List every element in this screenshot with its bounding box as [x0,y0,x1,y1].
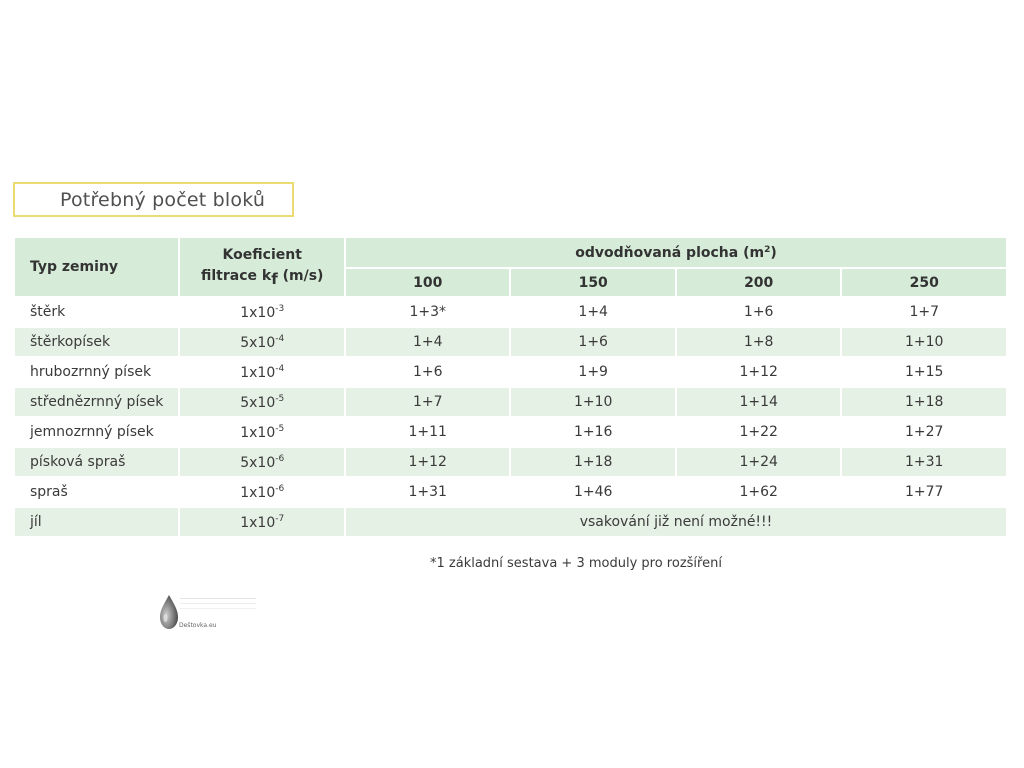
footnote: *1 základní sestava + 3 moduly pro rozší… [430,556,722,571]
kf-base: 1x10 [240,424,276,441]
kf-exp: -4 [275,363,285,374]
cell-value: 1+77 [904,484,944,500]
cell-value: 1+11 [408,424,447,440]
header-kf: Koeficient filtrace kf (m/s) [180,238,344,296]
header-soil-type: Typ zeminy [15,238,179,296]
cell-soil: jíl [15,508,179,536]
kf-base: 5x10 [240,334,276,351]
cell-value: 1+10 [511,388,675,416]
table-row: písková spraš 5x10-6 1+12 1+18 1+24 1+31 [15,448,1006,476]
kf-base: 1x10 [240,304,276,321]
cell-soil: hrubozrnný písek [30,364,152,380]
kf-exp: -6 [275,453,285,464]
cell-soil: štěrkopísek [15,328,179,356]
cell-soil: štěrk [30,304,66,320]
cell-value: 1+6 [511,328,675,356]
cell-merged-note: vsakování již není možné!!! [345,508,1006,536]
cell-value: 1+18 [842,388,1006,416]
header-area-col: 200 [676,269,841,296]
cell-value: 1+6 [412,364,443,380]
header-area-col: 100 [345,269,510,296]
header-area-label: odvodňovaná plocha (m [575,244,765,261]
cell-value: 1+4 [345,328,510,356]
header-kf-sub: f [271,269,278,288]
cell-value: 1+31 [842,448,1006,476]
blocks-table: Typ zeminy Koeficient filtrace kf (m/s) … [13,236,1008,538]
cell-value: 1+24 [676,448,841,476]
cell-kf: 1x10-6 [180,478,343,506]
cell-kf: 5x10-6 [180,448,344,476]
table-row: hrubozrnný písek 1x10-4 1+6 1+9 1+12 1+1… [15,358,1006,386]
cell-value: 1+6 [743,304,774,320]
kf-exp: -3 [275,303,285,314]
cell-value: 1+3* [409,304,446,320]
cell-value: 1+10 [842,328,1006,356]
kf-exp: -5 [275,393,285,404]
kf-base: 5x10 [240,454,276,471]
cell-value: 1+7 [345,388,510,416]
header-kf-line2: filtrace k [201,267,272,284]
section-title-box: Potřebný počet bloků [13,182,294,217]
cell-soil: písková spraš [15,448,179,476]
kf-base: 1x10 [240,364,276,381]
table-row: střednězrnný písek 5x10-5 1+7 1+10 1+14 … [15,388,1006,416]
header-area-col: 150 [511,269,675,296]
section-title: Potřebný počet bloků [60,189,266,211]
cell-soil: střednězrnný písek [15,388,179,416]
table-row: štěrk 1x10-3 1+3* 1+4 1+6 1+7 [15,298,1006,326]
kf-exp: -6 [275,483,285,494]
cell-value: 1+12 [345,448,510,476]
kf-base: 1x10 [240,514,276,531]
cell-value: 1+27 [904,424,944,440]
kf-base: 1x10 [240,484,276,501]
cell-soil: jemnozrnný písek [30,424,154,440]
cell-value: 1+16 [573,424,613,440]
cell-value: 1+9 [578,364,608,380]
water-drop-icon [160,595,178,629]
cell-value: 1+8 [676,328,841,356]
table-row: štěrkopísek 5x10-4 1+4 1+6 1+8 1+10 [15,328,1006,356]
kf-exp: -7 [275,513,285,524]
header-area-col: 250 [842,269,1006,296]
cell-value: 1+14 [676,388,841,416]
cell-kf: 5x10-5 [180,388,344,416]
cell-value: 1+4 [578,304,608,320]
cell-value: 1+12 [739,364,778,380]
table-row: jíl 1x10-7 vsakování již není možné!!! [15,508,1006,536]
table-row: jemnozrnný písek 1x10-5 1+11 1+16 1+22 1… [15,418,1006,446]
header-area: odvodňovaná plocha (m2) [345,238,1006,267]
cell-kf: 1x10-5 [180,418,343,446]
cell-value: 1+7 [909,304,939,320]
header-kf-unit: (m/s) [282,267,324,284]
cell-value: 1+15 [904,364,944,380]
kf-base: 5x10 [240,394,276,411]
kf-exp: -4 [275,333,285,344]
table-row: spraš 1x10-6 1+31 1+46 1+62 1+77 [15,478,1006,506]
kf-exp: -5 [275,423,285,434]
cell-value: 1+46 [573,484,613,500]
logo: Deštovka.eu [158,594,258,634]
cell-kf: 1x10-7 [180,508,344,536]
cell-value: 1+18 [511,448,675,476]
header-kf-line1: Koeficient [222,246,302,263]
cell-kf: 5x10-4 [180,328,344,356]
cell-soil: spraš [30,484,68,500]
header-area-sup: 2 [764,244,771,255]
cell-value: 1+31 [408,484,447,500]
header-area-close: ) [770,244,777,261]
logo-text: Deštovka.eu [179,622,217,629]
cell-value: 1+62 [739,484,778,500]
cell-kf: 1x10-3 [180,298,343,326]
header-soil-type-label: Typ zeminy [30,259,119,275]
cell-value: 1+22 [739,424,778,440]
cell-kf: 1x10-4 [180,358,343,386]
